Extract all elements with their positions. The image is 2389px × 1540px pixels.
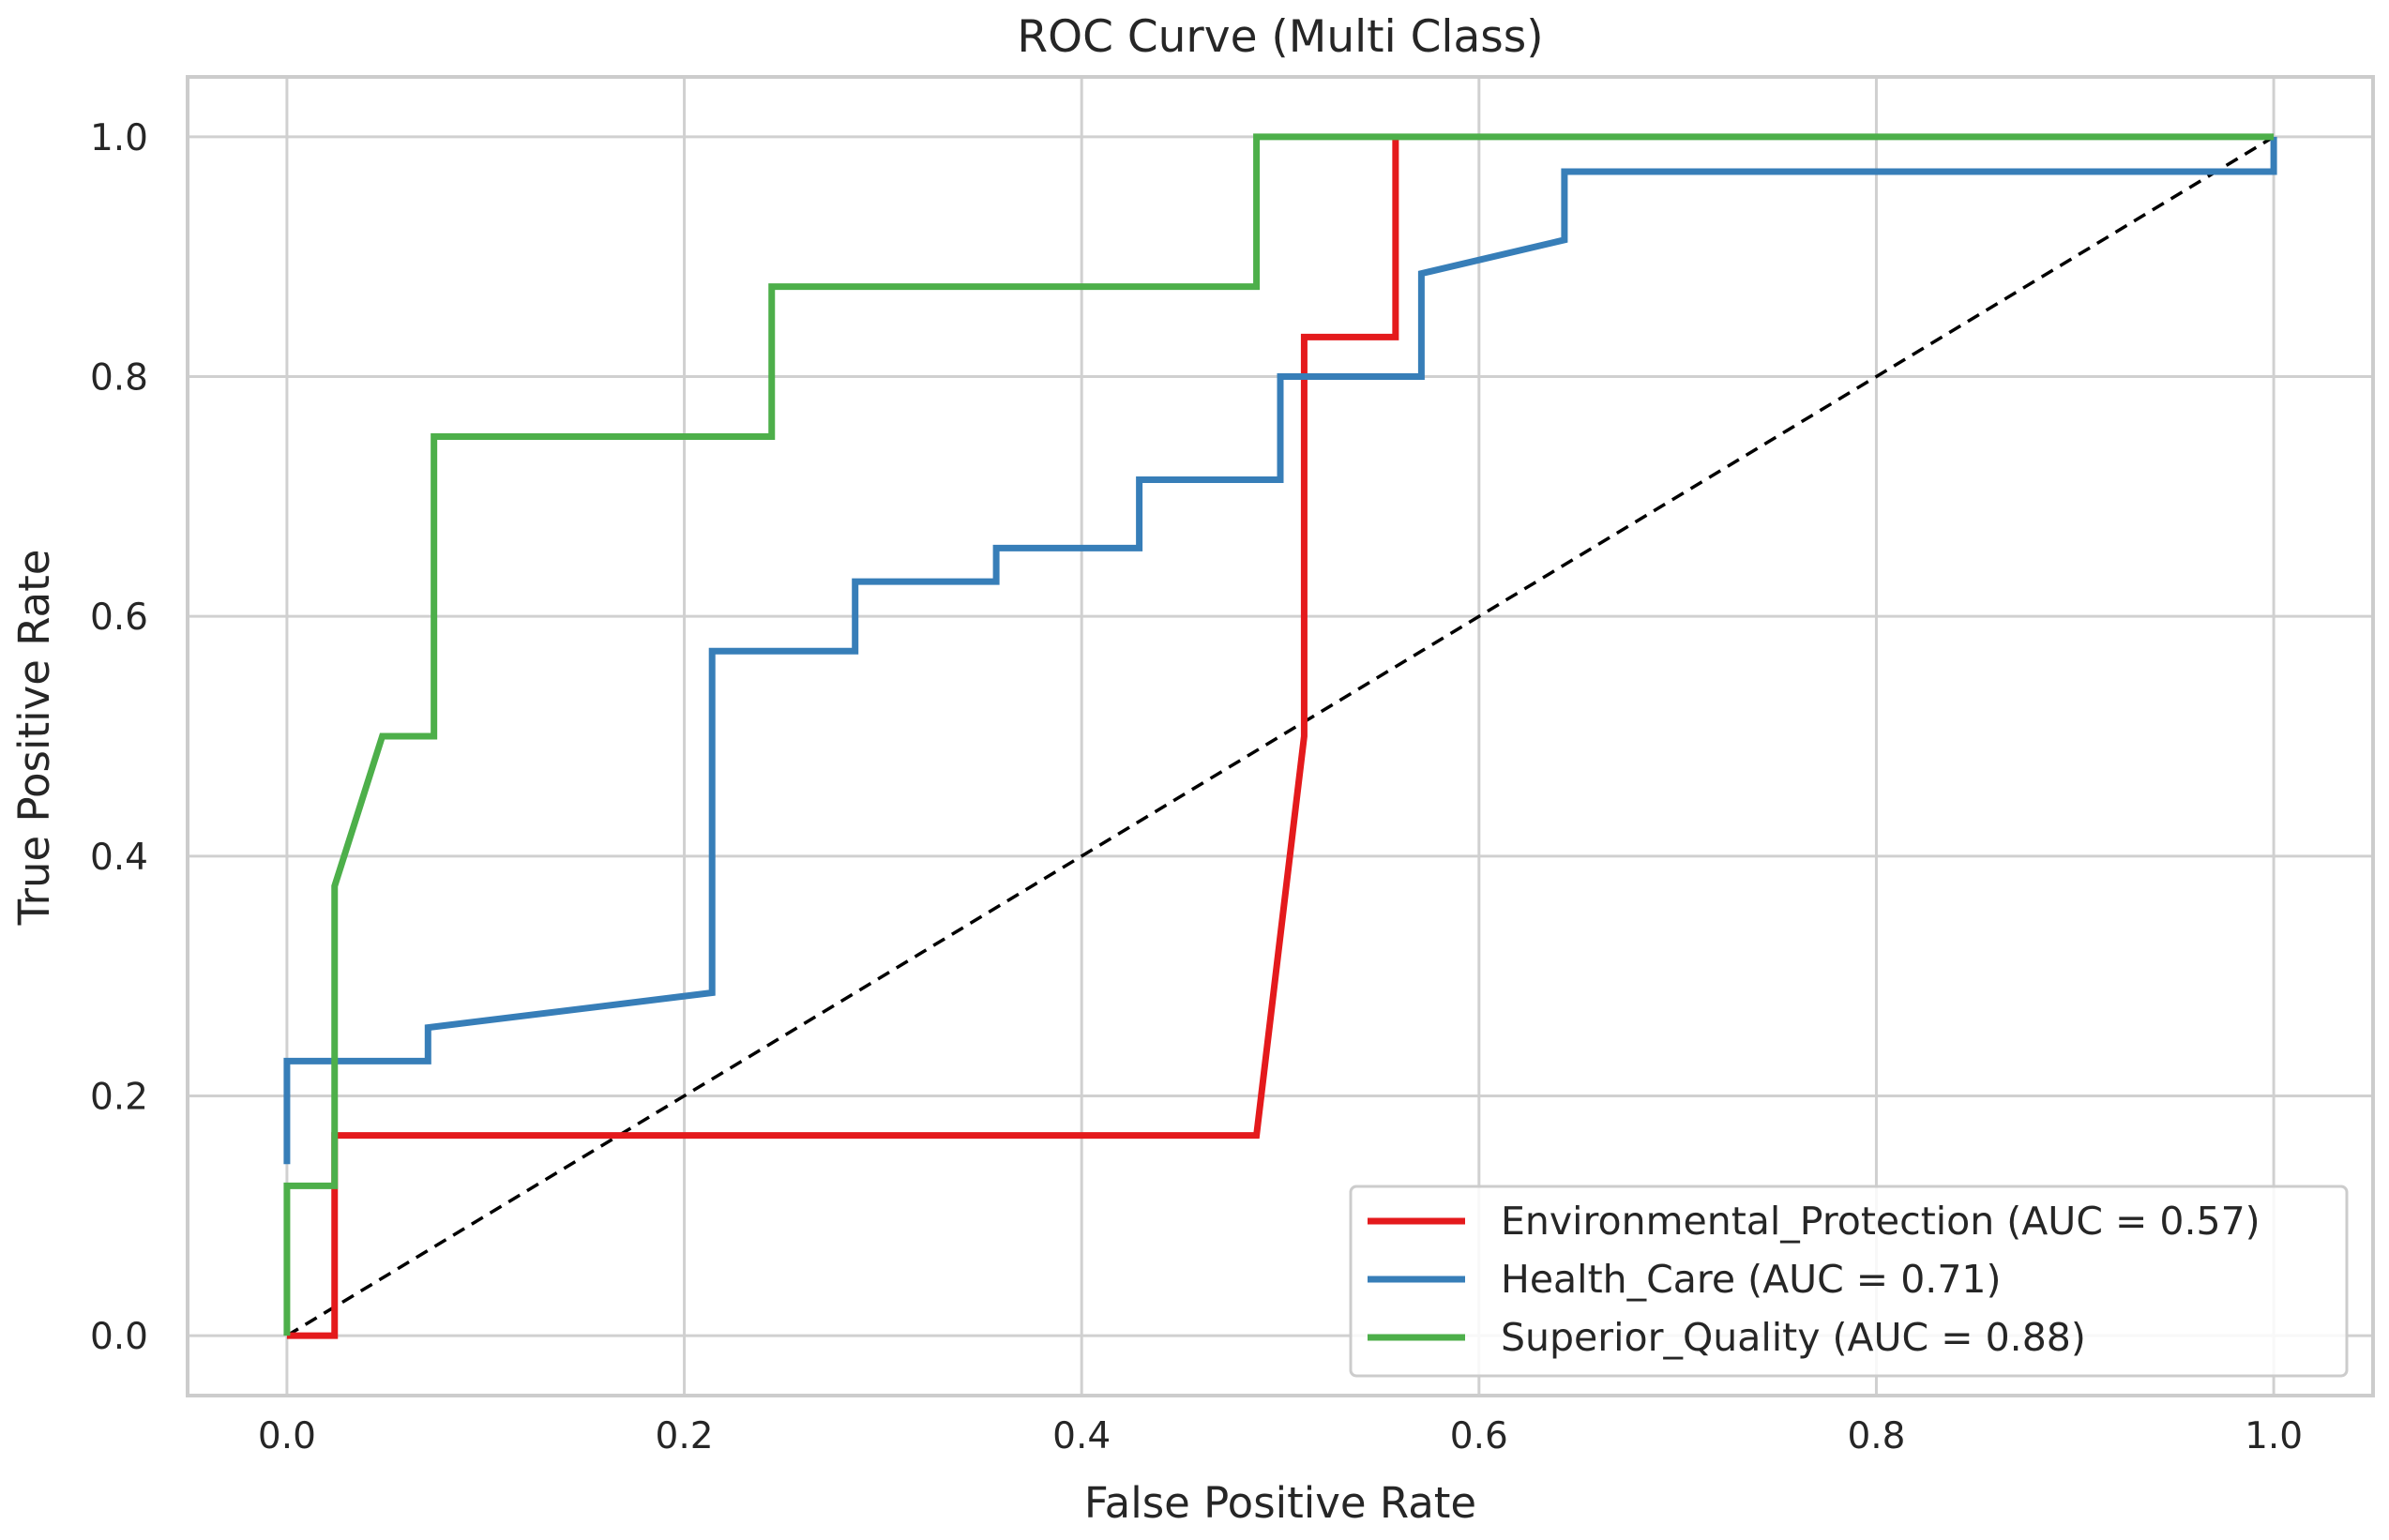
x-tick-label: 0.8 bbox=[1847, 1415, 1905, 1457]
roc-chart: ROC Curve (Multi Class) 0.0 0.2 0.4 0.6 0.8 1… bbox=[0, 0, 2389, 1540]
x-tick-label: 0.6 bbox=[1450, 1415, 1508, 1457]
legend: Environmental_Protection (AUC = 0.57) Hea… bbox=[1351, 1186, 2347, 1376]
series-line-health-care bbox=[287, 137, 2274, 1164]
x-tick-label: 1.0 bbox=[2245, 1415, 2303, 1457]
x-tick-label: 0.0 bbox=[258, 1415, 316, 1457]
y-tick-label: 0.6 bbox=[90, 596, 148, 639]
y-tick-label: 0.4 bbox=[90, 837, 148, 879]
legend-label: Superior_Quality (AUC = 0.88) bbox=[1501, 1315, 2086, 1360]
legend-label: Health_Care (AUC = 0.71) bbox=[1501, 1257, 2001, 1302]
x-tick-label: 0.2 bbox=[656, 1415, 714, 1457]
x-axis-label: False Positive Rate bbox=[1084, 1478, 1476, 1528]
series-line-environmental-protection bbox=[287, 137, 1396, 1336]
legend-label: Environmental_Protection (AUC = 0.57) bbox=[1501, 1199, 2260, 1244]
chart-title: ROC Curve (Multi Class) bbox=[1017, 11, 1543, 63]
x-tick-label: 0.4 bbox=[1052, 1415, 1111, 1457]
y-tick-label: 0.2 bbox=[90, 1076, 148, 1118]
y-tick-label: 1.0 bbox=[90, 117, 148, 159]
y-axis-label: True Positive Rate bbox=[9, 550, 59, 927]
reference-diagonal-line bbox=[287, 137, 2274, 1336]
y-tick-label: 0.8 bbox=[90, 357, 148, 400]
y-tick-label: 0.0 bbox=[90, 1316, 148, 1358]
